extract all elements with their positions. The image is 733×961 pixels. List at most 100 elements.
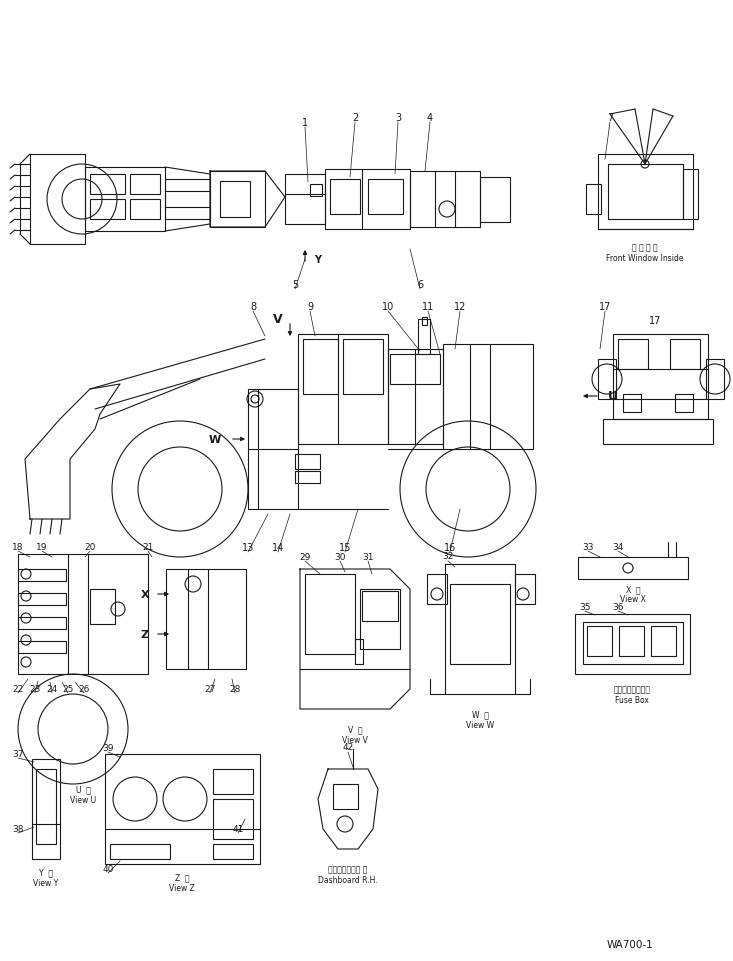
Text: 23: 23: [29, 685, 41, 694]
Bar: [619, 627, 644, 656]
Bar: [418, 320, 430, 355]
Bar: [362, 591, 398, 622]
Bar: [330, 180, 360, 214]
Bar: [651, 627, 676, 656]
Bar: [575, 614, 690, 675]
Text: Dashboard R.H.: Dashboard R.H.: [318, 875, 377, 884]
Text: Z: Z: [141, 629, 149, 639]
Text: 36: 36: [612, 603, 624, 612]
Bar: [368, 180, 403, 214]
Text: 21: 21: [142, 543, 154, 552]
Bar: [220, 182, 250, 218]
Bar: [310, 185, 322, 197]
Text: 24: 24: [46, 685, 58, 694]
Text: 22: 22: [12, 685, 23, 694]
Text: 29: 29: [299, 553, 311, 562]
Bar: [598, 359, 616, 400]
Bar: [583, 623, 683, 664]
Text: 2: 2: [352, 112, 358, 123]
Bar: [598, 155, 693, 230]
Bar: [165, 180, 210, 220]
Bar: [18, 570, 66, 581]
Bar: [422, 318, 427, 326]
Bar: [30, 155, 85, 245]
Text: 7: 7: [607, 112, 613, 123]
Bar: [18, 593, 66, 605]
Text: U  視: U 視: [75, 785, 90, 794]
Text: 5: 5: [292, 280, 298, 289]
Text: 13: 13: [242, 542, 254, 553]
Bar: [427, 575, 447, 604]
Text: V: V: [273, 313, 283, 326]
Bar: [130, 175, 160, 195]
Text: 11: 11: [422, 302, 434, 311]
Text: 35: 35: [579, 603, 591, 612]
Text: ダッシュボード 右: ダッシュボード 右: [328, 865, 368, 874]
Bar: [295, 472, 320, 483]
Text: 16: 16: [444, 542, 456, 553]
Bar: [285, 175, 325, 225]
Bar: [443, 345, 533, 450]
Text: 34: 34: [612, 543, 624, 552]
Bar: [683, 170, 698, 220]
Text: 8: 8: [250, 302, 256, 311]
Text: 14: 14: [272, 542, 284, 553]
Text: View V: View V: [342, 736, 368, 745]
Text: View Z: View Z: [169, 883, 195, 893]
Bar: [578, 557, 688, 579]
Text: View X: View X: [620, 595, 646, 604]
Text: View Y: View Y: [34, 878, 59, 888]
Text: V  視: V 視: [347, 725, 362, 734]
Text: U: U: [608, 390, 618, 403]
Text: 3: 3: [395, 112, 401, 123]
Bar: [110, 844, 170, 859]
Bar: [210, 172, 265, 228]
Text: 6: 6: [417, 280, 423, 289]
Bar: [515, 575, 535, 604]
Bar: [450, 584, 510, 664]
Bar: [90, 200, 125, 220]
Text: X  視: X 視: [626, 585, 641, 594]
Text: 19: 19: [36, 543, 48, 552]
Text: 32: 32: [442, 552, 454, 561]
Bar: [90, 175, 125, 195]
Bar: [388, 350, 443, 445]
Bar: [670, 339, 700, 370]
Text: 18: 18: [12, 543, 23, 552]
Text: X: X: [141, 589, 150, 600]
Bar: [608, 165, 683, 220]
Bar: [325, 170, 410, 230]
Text: 12: 12: [454, 302, 466, 311]
Text: 15: 15: [339, 542, 351, 553]
Bar: [706, 359, 724, 400]
Text: 9: 9: [307, 302, 313, 311]
Bar: [213, 800, 253, 839]
Bar: [18, 641, 66, 653]
Text: 27: 27: [205, 685, 216, 694]
Bar: [303, 339, 338, 395]
Text: 39: 39: [102, 744, 114, 752]
Text: Y  視: Y 視: [39, 868, 53, 876]
Bar: [295, 455, 320, 470]
Text: Y: Y: [314, 255, 322, 264]
Bar: [587, 627, 612, 656]
Bar: [36, 769, 56, 844]
Bar: [390, 355, 440, 384]
Text: 10: 10: [382, 302, 394, 311]
Text: View W: View W: [466, 721, 494, 729]
Text: 31: 31: [362, 553, 374, 562]
Text: 41: 41: [232, 825, 243, 833]
Bar: [305, 575, 355, 654]
Bar: [613, 334, 708, 420]
Bar: [166, 570, 246, 669]
Bar: [343, 339, 383, 395]
Bar: [618, 339, 648, 370]
Text: ヒューズボックス: ヒューズボックス: [614, 685, 650, 694]
Bar: [675, 395, 693, 412]
Text: View U: View U: [70, 796, 96, 804]
Bar: [298, 334, 388, 445]
Text: Fuse Box: Fuse Box: [615, 696, 649, 704]
Bar: [248, 389, 298, 509]
Bar: [586, 185, 601, 214]
Text: 33: 33: [582, 543, 594, 552]
